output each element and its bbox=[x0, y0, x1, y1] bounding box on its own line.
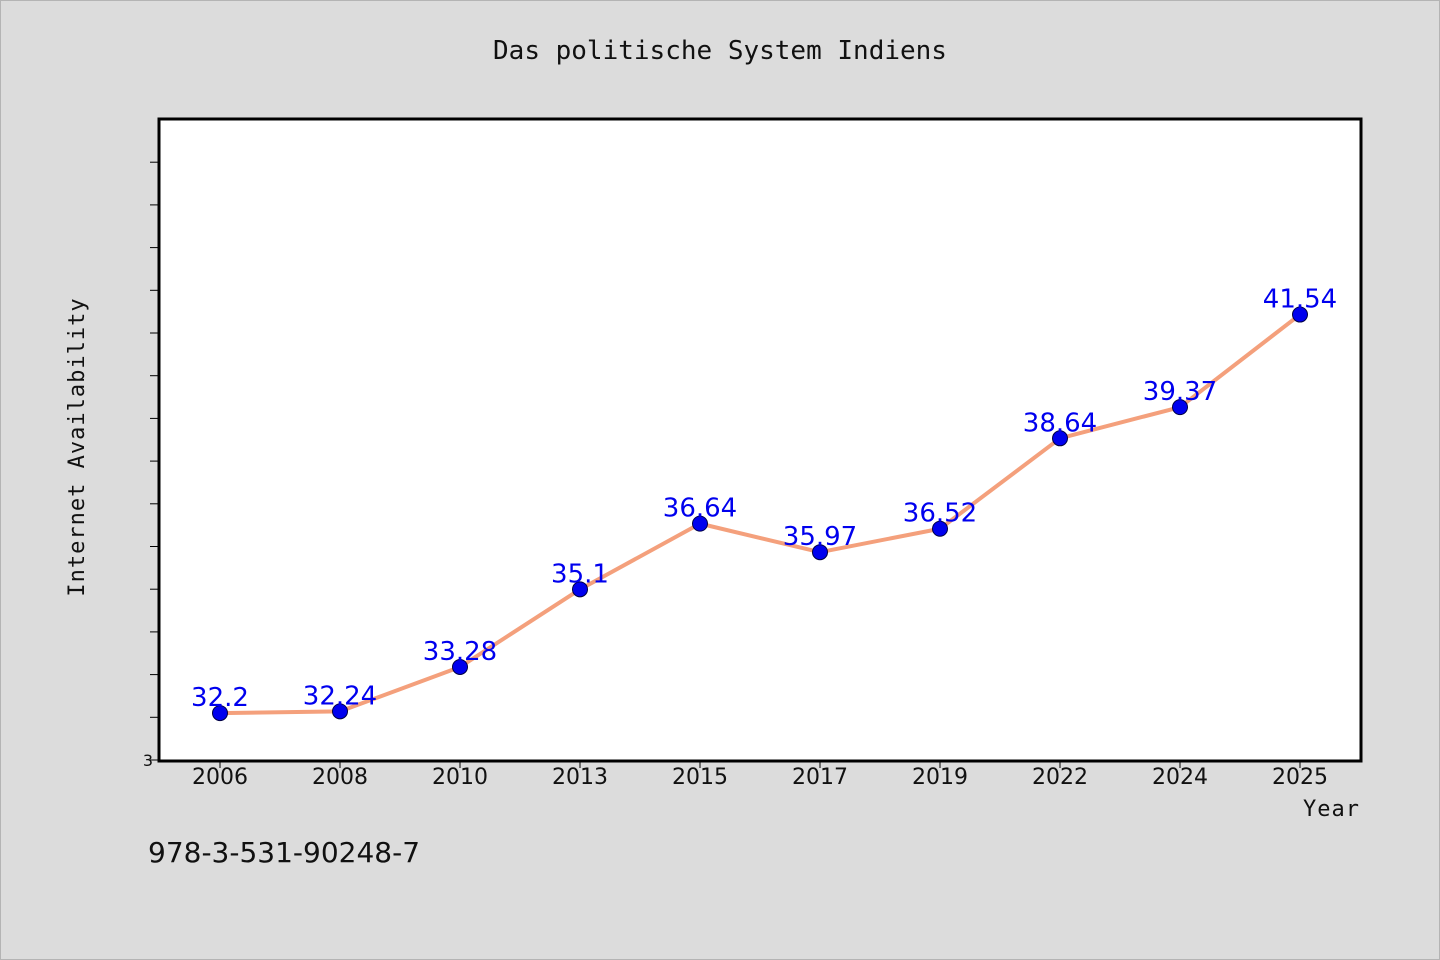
data-label: 35.1 bbox=[551, 559, 609, 589]
x-tick-label: 2006 bbox=[192, 765, 248, 790]
x-axis-label: Year bbox=[1303, 797, 1360, 822]
data-label: 36.64 bbox=[663, 494, 737, 524]
data-point bbox=[212, 705, 228, 722]
data-point bbox=[332, 703, 348, 720]
data-label: 39.37 bbox=[1143, 377, 1217, 407]
data-point bbox=[1052, 430, 1068, 447]
data-point bbox=[452, 658, 468, 675]
x-tick-label: 2008 bbox=[312, 765, 368, 790]
series-line bbox=[218, 312, 1302, 716]
data-label: 33.28 bbox=[423, 637, 497, 667]
data-point bbox=[1172, 399, 1188, 416]
x-tick-label: 2017 bbox=[792, 765, 848, 790]
data-labels: 32.2 32.24 33.28 35.1 36.64 35.97 36.52 38.64 39… bbox=[191, 285, 1337, 714]
chart-title: Das politische System Indiens bbox=[493, 36, 947, 66]
data-label: 32.24 bbox=[303, 681, 377, 711]
y-axis-label: Internet Availability bbox=[65, 297, 90, 596]
data-label: 41.54 bbox=[1263, 285, 1337, 315]
x-tick-label: 2024 bbox=[1152, 765, 1208, 790]
data-point bbox=[572, 581, 588, 598]
isbn-text: 978-3-531-90248-7 bbox=[148, 836, 421, 869]
data-label: 36.52 bbox=[903, 499, 977, 529]
data-point bbox=[812, 544, 828, 561]
x-axis-ticks: 2006 2008 2010 2013 2015 2017 2019 2022 2024 2025 bbox=[192, 760, 1328, 790]
data-point bbox=[932, 520, 948, 537]
x-tick-label: 2025 bbox=[1272, 765, 1328, 790]
plot-area bbox=[157, 117, 1363, 763]
data-label: 32.2 bbox=[191, 683, 249, 713]
y-axis-ticks bbox=[150, 161, 160, 761]
x-tick-label: 2010 bbox=[432, 765, 488, 790]
x-tick-label: 2013 bbox=[552, 765, 608, 790]
data-point bbox=[1292, 306, 1308, 323]
y-tick-label: 3 bbox=[143, 751, 153, 770]
data-label: 38.64 bbox=[1023, 408, 1097, 438]
x-tick-label: 2019 bbox=[912, 765, 968, 790]
data-point bbox=[692, 515, 708, 532]
data-label: 35.97 bbox=[783, 522, 857, 552]
data-markers bbox=[212, 306, 1308, 722]
x-tick-label: 2022 bbox=[1032, 765, 1088, 790]
x-tick-label: 2015 bbox=[672, 765, 728, 790]
